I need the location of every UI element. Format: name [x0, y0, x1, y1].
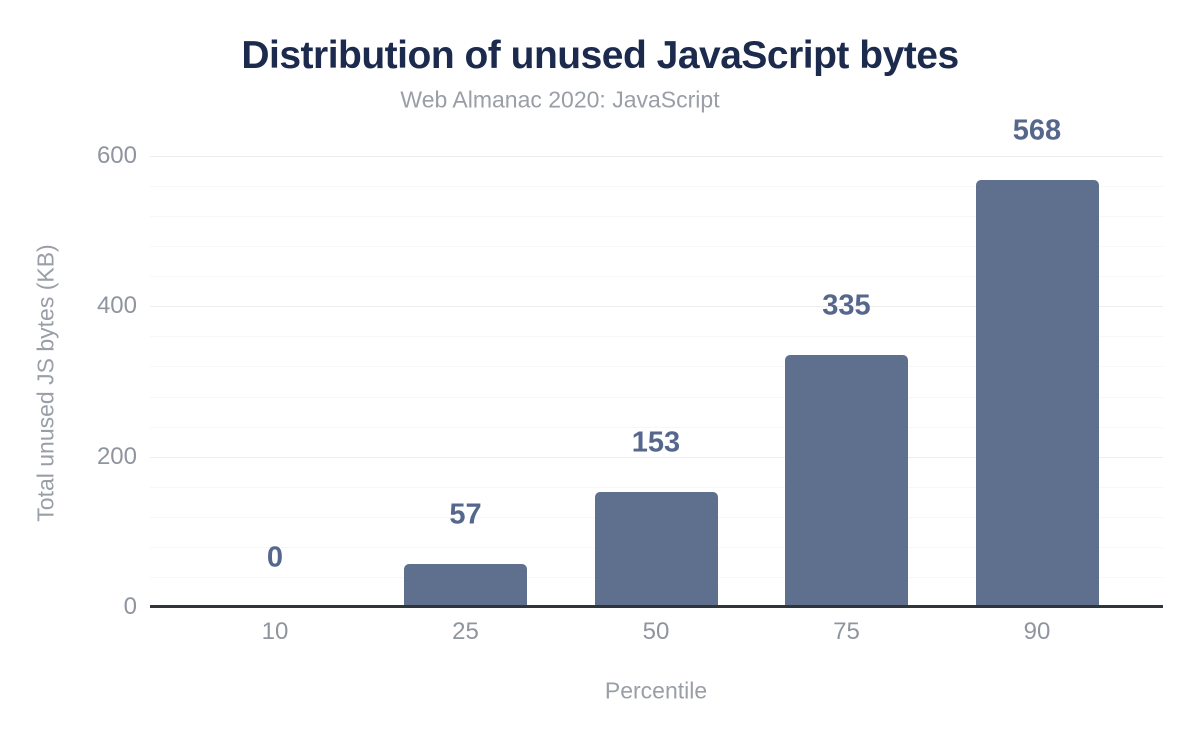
x-axis-title: Percentile — [604, 677, 708, 704]
bar-percentile-50 — [594, 492, 718, 607]
y-tick-label: 400 — [96, 292, 137, 320]
bar-percentile-90 — [975, 180, 1099, 607]
plot-area — [150, 140, 1163, 608]
minor-gridline — [150, 186, 1163, 188]
bar-percentile-25 — [404, 564, 527, 607]
x-tick-label: 75 — [833, 618, 860, 645]
chart-title: Distribution of unused JavaScript bytes — [241, 34, 959, 77]
x-tick-label: 25 — [452, 618, 479, 645]
minor-gridline — [150, 336, 1163, 338]
minor-gridline — [150, 366, 1163, 368]
value-label: 568 — [1012, 114, 1062, 147]
value-label: 335 — [822, 289, 871, 322]
major-gridline — [150, 156, 1163, 157]
major-gridline — [150, 456, 1163, 458]
y-tick-label: 600 — [96, 142, 137, 169]
bar-percentile-75 — [785, 355, 908, 607]
minor-gridline — [150, 486, 1163, 488]
x-tick-label: 90 — [1023, 618, 1051, 645]
x-tick-label: 10 — [261, 618, 289, 645]
x-tick-label: 50 — [642, 618, 670, 645]
y-tick-label: 200 — [96, 442, 137, 470]
value-label: 153 — [631, 426, 681, 459]
value-label: 0 — [266, 541, 284, 574]
minor-gridline — [150, 276, 1163, 278]
chart-subtitle: Web Almanac 2020: JavaScript — [400, 86, 720, 113]
minor-gridline — [150, 426, 1163, 428]
y-axis-title: Total unused JS bytes (KB) — [32, 244, 59, 522]
minor-gridline — [150, 216, 1163, 218]
y-tick-label: 0 — [123, 593, 137, 620]
x-axis-line — [150, 605, 1163, 608]
major-gridline — [150, 306, 1163, 308]
minor-gridline — [150, 246, 1163, 248]
minor-gridline — [150, 396, 1163, 398]
value-label: 57 — [449, 498, 482, 531]
